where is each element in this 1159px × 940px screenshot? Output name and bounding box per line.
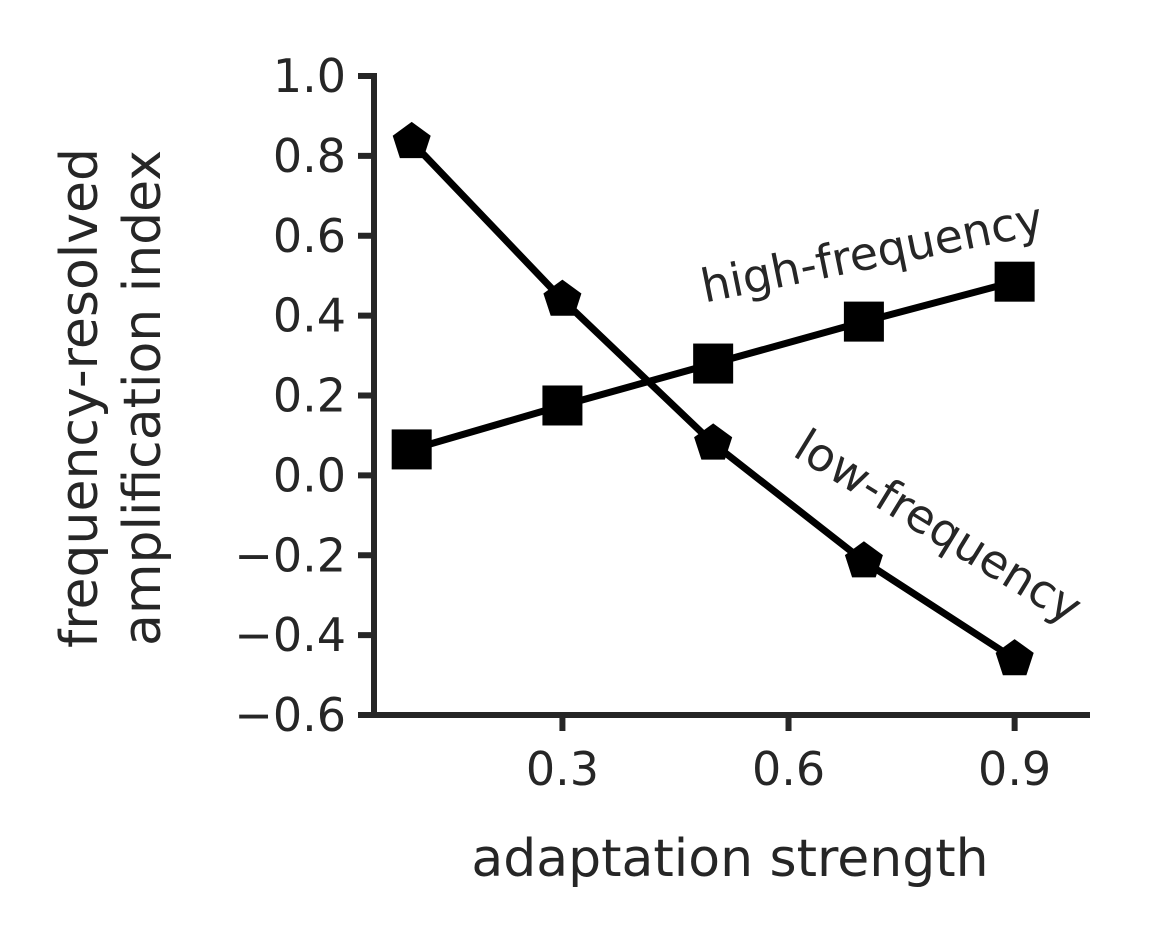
y-tick-label: 0.0 [273, 448, 346, 502]
data-point-high-frequency [693, 343, 734, 384]
y-tick-label: −0.6 [234, 688, 346, 742]
y-tick-label: −0.2 [234, 528, 346, 582]
x-tick-label: 0.3 [526, 742, 599, 796]
data-point-high-frequency [843, 301, 884, 342]
data-point-low-frequency [543, 279, 582, 316]
y-tick-label: 0.8 [273, 129, 346, 183]
data-point-high-frequency [542, 385, 583, 426]
x-tick-label: 0.9 [978, 742, 1051, 796]
data-point-low-frequency [392, 121, 431, 159]
y-tick-label: 0.2 [273, 369, 346, 423]
series-layer [391, 121, 1035, 676]
x-tick-label: 0.6 [752, 742, 825, 796]
y-tick-label: 1.0 [273, 49, 346, 103]
x-axis-label: adaptation strength [471, 829, 988, 889]
x-axis-ticks: 0.3 0.6 0.9 [526, 715, 1051, 796]
series-label-low-frequency: low-frequency [785, 418, 1091, 634]
data-point-high-frequency [994, 261, 1035, 302]
y-tick-label: −0.4 [234, 608, 346, 662]
data-point-low-frequency [844, 541, 883, 578]
data-point-low-frequency [995, 639, 1034, 676]
y-axis-label: frequency-resolved [50, 148, 110, 648]
y-axis-ticks: 1.0 0.8 0.6 0.4 0.2 0.0 −0.2 −0.4 −0.6 [234, 49, 374, 742]
data-point-high-frequency [391, 429, 432, 470]
y-tick-label: 0.6 [273, 209, 346, 263]
data-point-low-frequency [694, 423, 733, 460]
y-tick-label: 0.4 [273, 289, 346, 343]
y-axis-label-line-2: amplification index [113, 150, 173, 646]
